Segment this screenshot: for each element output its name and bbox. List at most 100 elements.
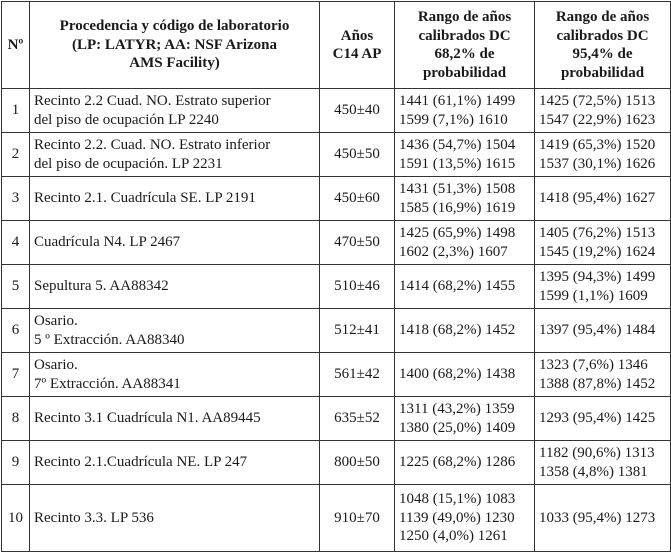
table-cell: 1400 (68,2%) 1438 xyxy=(394,352,535,397)
cell-line: Procedencia y código de laboratorio xyxy=(59,18,290,35)
table-cell: 800±50 xyxy=(319,440,395,485)
header-cell: Nº xyxy=(1,1,30,89)
cell-line: Osario. xyxy=(34,313,78,329)
cell-line: 1419 (65,3%) 1520 xyxy=(539,137,656,153)
table-cell: 1425 (65,9%) 1498 1602 (2,3%) 1607 xyxy=(394,220,535,265)
cell-line: 1418 (68,2%) 1452 xyxy=(399,322,516,339)
cell-line: 1395 (94,3%) 1499 xyxy=(539,269,656,285)
cell-line: 5 º Extracción. AA88340 xyxy=(34,331,185,348)
cell-line: 1033 (95,4%) 1273 xyxy=(539,509,656,526)
cell-line: 1225 (68,2%) 1286 xyxy=(399,454,516,471)
table-cell: 9 xyxy=(1,440,30,485)
cell-line: 1323 (7,6%) 1346 xyxy=(539,357,648,373)
cell-line: 1293 (95,4%) 1425 xyxy=(539,410,656,427)
cell-line: 1358 (4,8%) 1381 xyxy=(539,463,648,480)
table-cell: 6 xyxy=(1,308,30,353)
cell-line: del piso de ocupación LP 2240 xyxy=(34,111,219,128)
table-cell: Sepultura 5. AA88342 xyxy=(29,264,320,309)
table-cell: 1311 (43,2%) 1359 1380 (25,0%) 1409 xyxy=(394,396,535,441)
table-cell: 5 xyxy=(1,264,30,309)
cell-line: Recinto 3.3. LP 536 xyxy=(34,509,154,526)
table-cell: 1 xyxy=(1,88,30,133)
table-row: 6 Osario. 5 º Extracción. AA88340 512±41 141… xyxy=(1,308,671,353)
cell-line: calibrados DC xyxy=(556,27,649,44)
table-cell: 1418 (95,4%) 1627 xyxy=(534,176,671,221)
cell-line: 1602 (2,3%) 1607 xyxy=(399,243,508,260)
table-cell: 450±40 xyxy=(319,88,395,133)
table-cell: 10 xyxy=(1,484,30,552)
cell-line: 1250 (4,0%) 1261 xyxy=(399,528,508,545)
cell-line: Años xyxy=(340,27,374,44)
table-cell: 561±42 xyxy=(319,352,395,397)
table-cell: 450±50 xyxy=(319,132,395,177)
cell-line: 1400 (68,2%) 1438 xyxy=(399,366,516,383)
cell-line: 1591 (13,5%) 1615 xyxy=(399,155,516,172)
cell-line: 1414 (68,2%) 1455 xyxy=(399,278,516,295)
table-cell: 1441 (61,1%) 1499 1599 (7,1%) 1610 xyxy=(394,88,535,133)
table-cell: 1418 (68,2%) 1452 xyxy=(394,308,535,353)
table-cell: 7 xyxy=(1,352,30,397)
table-cell: Recinto 2.1.Cuadrícula NE. LP 247 xyxy=(29,440,320,485)
table-cell: 1419 (65,3%) 1520 1537 (30,1%) 1626 xyxy=(534,132,671,177)
cell-line: 1048 (15,1%) 1083 xyxy=(399,491,516,508)
cell-line: 1397 (95,4%) 1484 xyxy=(539,322,656,339)
table-cell: 1405 (76,2%) 1513 1545 (19,2%) 1624 xyxy=(534,220,671,265)
cell-line: Rango de años xyxy=(555,9,650,25)
table-cell: 1431 (51,3%) 1508 1585 (16,9%) 1619 xyxy=(394,176,535,221)
table-cell: 910±70 xyxy=(319,484,395,552)
cell-line: 1431 (51,3%) 1508 xyxy=(399,181,516,197)
cell-line: Cuadrícula N4. LP 2467 xyxy=(34,234,181,251)
cell-line: 1425 (65,9%) 1498 xyxy=(399,225,516,241)
cell-line: Recinto 2.1. Cuadrícula SE. LP 2191 xyxy=(34,190,256,207)
table-cell: 8 xyxy=(1,396,30,441)
header-cell: Años C14 AP xyxy=(319,1,395,89)
cell-line: Sepultura 5. AA88342 xyxy=(34,278,169,295)
cell-line: 1139 (49,0%) 1230 xyxy=(399,509,515,526)
cell-line: Recinto 2.2. Cuad. NO. Estrato inferior xyxy=(34,137,271,153)
cell-line: probabilidad xyxy=(560,64,645,81)
cell-line: 1537 (30,1%) 1626 xyxy=(539,155,656,172)
table-cell: 1397 (95,4%) 1484 xyxy=(534,308,671,353)
cell-line: (LP: LATYR; AA: NSF Arizona xyxy=(72,36,277,53)
table-cell: 450±60 xyxy=(319,176,395,221)
cell-line: 1585 (16,9%) 1619 xyxy=(399,199,516,216)
cell-line: 1599 (1,1%) 1609 xyxy=(539,287,648,304)
table-cell: Osario. 5 º Extracción. AA88340 xyxy=(29,308,320,353)
table-cell: 635±52 xyxy=(319,396,395,441)
table-cell: Osario. 7º Extracción. AA88341 xyxy=(29,352,320,397)
table-row: 4 Cuadrícula N4. LP 2467 470±50 1425 (65,9%… xyxy=(1,220,671,265)
cell-line: 68,2% de xyxy=(434,46,495,62)
table-cell: 1323 (7,6%) 1346 1388 (87,8%) 1452 xyxy=(534,352,671,397)
table-cell: 1395 (94,3%) 1499 1599 (1,1%) 1609 xyxy=(534,264,671,309)
cell-line: del piso de ocupación. LP 2231 xyxy=(34,155,223,172)
cell-line: Recinto 3.1 Cuadrícula N1. AA89445 xyxy=(34,410,261,427)
table-row: 3 Recinto 2.1. Cuadrícula SE. LP 2191 450±… xyxy=(1,176,671,221)
table-cell: 510±46 xyxy=(319,264,395,309)
table-cell: Recinto 2.2. Cuad. NO. Estrato inferior d… xyxy=(29,132,320,177)
cell-line: 1436 (54,7%) 1504 xyxy=(399,137,516,153)
cell-line: 1418 (95,4%) 1627 xyxy=(539,190,656,207)
cell-line: AMS Facility) xyxy=(129,55,220,72)
table-cell: 1293 (95,4%) 1425 xyxy=(534,396,671,441)
table-cell: 1225 (68,2%) 1286 xyxy=(394,440,535,485)
table-cell: 3 xyxy=(1,176,30,221)
table-row: 2 Recinto 2.2. Cuad. NO. Estrato inferior… xyxy=(1,132,671,177)
table-cell: Recinto 2.2 Cuad. NO. Estrato superior de… xyxy=(29,88,320,133)
header-cell: Procedencia y código de laboratorio (LP: … xyxy=(29,1,320,89)
cell-line: Recinto 2.2 Cuad. NO. Estrato superior xyxy=(34,93,271,109)
cell-line: 1380 (25,0%) 1409 xyxy=(399,419,516,436)
table-cell: 1425 (72,5%) 1513 1547 (22,9%) 1623 xyxy=(534,88,671,133)
cell-line: 7º Extracción. AA88341 xyxy=(34,375,181,392)
table-cell: 1414 (68,2%) 1455 xyxy=(394,264,535,309)
table-row: 10 Recinto 3.3. LP 536 910±70 1048 (15,1%) … xyxy=(1,484,671,552)
table-cell: Recinto 2.1. Cuadrícula SE. LP 2191 xyxy=(29,176,320,221)
table-row: 7 Osario. 7º Extracción. AA88341 561±42 1400… xyxy=(1,352,671,397)
header-cell: Rango de años calibrados DC 95,4% de probab… xyxy=(534,1,671,89)
table-cell: 470±50 xyxy=(319,220,395,265)
cell-line: Osario. xyxy=(34,357,78,373)
table-cell: 1182 (90,6%) 1313 1358 (4,8%) 1381 xyxy=(534,440,671,485)
cell-line: Recinto 2.1.Cuadrícula NE. LP 247 xyxy=(34,454,248,471)
table-body: 1 Recinto 2.2 Cuad. NO. Estrato superior d… xyxy=(1,88,671,552)
